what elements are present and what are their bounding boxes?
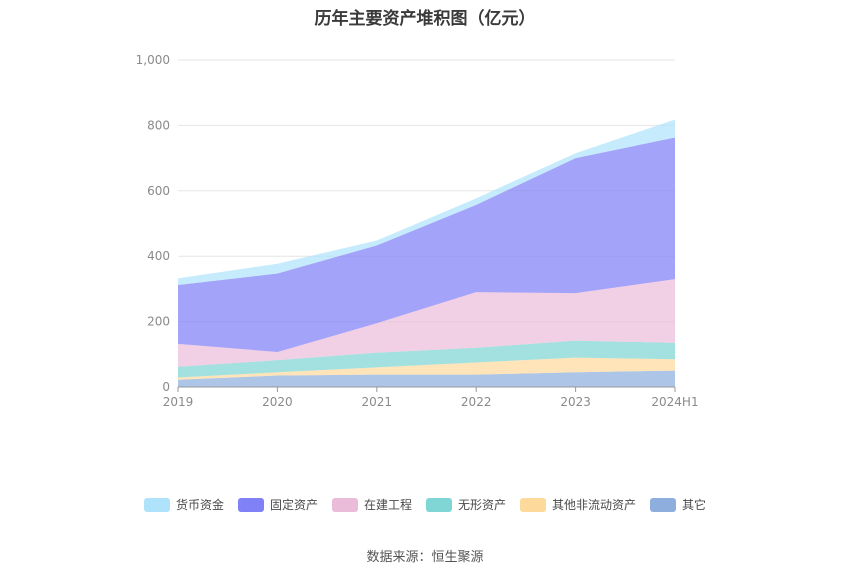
legend-label: 固定资产 [269, 498, 318, 512]
x-tick-label: 2022 [461, 395, 492, 409]
legend-label: 在建工程 [363, 498, 412, 512]
x-tick-label: 2023 [560, 395, 591, 409]
legend-label: 其他非流动资产 [552, 498, 637, 512]
legend-item[interactable]: 其他非流动资产 [520, 496, 636, 513]
area-series-固定资产 [178, 137, 675, 353]
legend-label: 无形资产 [458, 498, 507, 512]
y-tick-label: 200 [147, 315, 170, 329]
legend-label: 其它 [682, 498, 707, 512]
area-series-其它 [178, 370, 675, 387]
x-tick-label: 2020 [262, 395, 293, 409]
y-tick-label: 400 [147, 249, 170, 263]
y-tick-label: 800 [147, 118, 170, 132]
y-tick-label: 1,000 [136, 53, 170, 67]
legend-item[interactable]: 其它 [650, 496, 706, 513]
x-tick-label: 2021 [362, 395, 393, 409]
legend-swatch [520, 497, 547, 512]
legend-item[interactable]: 固定资产 [237, 496, 318, 513]
legend-swatch [426, 497, 452, 512]
legend-swatch [143, 497, 170, 512]
legend-item[interactable]: 在建工程 [331, 496, 412, 513]
legend-item[interactable]: 无形资产 [426, 496, 506, 513]
y-tick-label: 0 [162, 380, 170, 394]
chart-legend: 货币资金 固定资产 在建工程 无形资产 其他非流动资产 其它 [0, 496, 850, 513]
y-tick-label: 600 [147, 184, 170, 198]
legend-swatch [237, 497, 264, 512]
area-series-在建工程 [178, 279, 675, 367]
legend-swatch [650, 497, 677, 512]
x-tick-label: 2019 [163, 395, 194, 409]
legend-label: 货币资金 [175, 498, 224, 512]
data-source-note: 数据来源：恒生聚源 [366, 550, 484, 565]
area-series-无形资产 [178, 340, 675, 378]
legend-item[interactable]: 货币资金 [143, 496, 224, 513]
chart-title: 历年主要资产堆积图（亿元） [314, 9, 536, 29]
area-series-其他非流动资产 [178, 357, 675, 380]
legend-swatch [331, 497, 358, 512]
x-tick-label: 2024H1 [651, 395, 698, 409]
